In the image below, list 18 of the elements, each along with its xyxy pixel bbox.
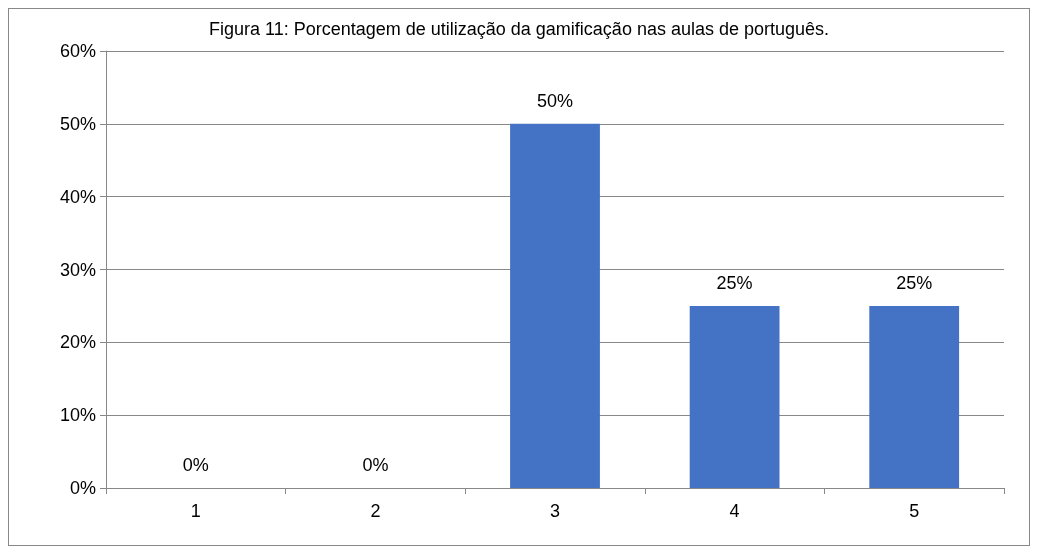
data-label: 0% <box>362 455 389 475</box>
data-label: 25% <box>716 272 753 293</box>
y-tick-label: 0% <box>69 478 96 498</box>
data-label: 25% <box>896 272 933 293</box>
chart-title: Figura 11: Porcentagem de utilização da gamificação nas aulas de português. <box>208 19 830 39</box>
y-tick-label: 30% <box>59 259 96 280</box>
data-label: 0% <box>182 455 209 475</box>
y-tick-label: 10% <box>59 405 96 426</box>
data-label: 50% <box>536 90 574 111</box>
x-tick-label: 3 <box>549 501 561 521</box>
x-tick-label: 1 <box>190 501 201 521</box>
x-tick-label: 2 <box>370 501 381 521</box>
y-tick-label: 40% <box>59 186 96 207</box>
y-tick-label: 60% <box>59 41 96 61</box>
x-tick-label: 4 <box>729 501 740 521</box>
y-tick-label: 20% <box>59 332 96 353</box>
y-tick-label: 50% <box>59 113 96 134</box>
x-tick-label: 5 <box>909 501 920 521</box>
